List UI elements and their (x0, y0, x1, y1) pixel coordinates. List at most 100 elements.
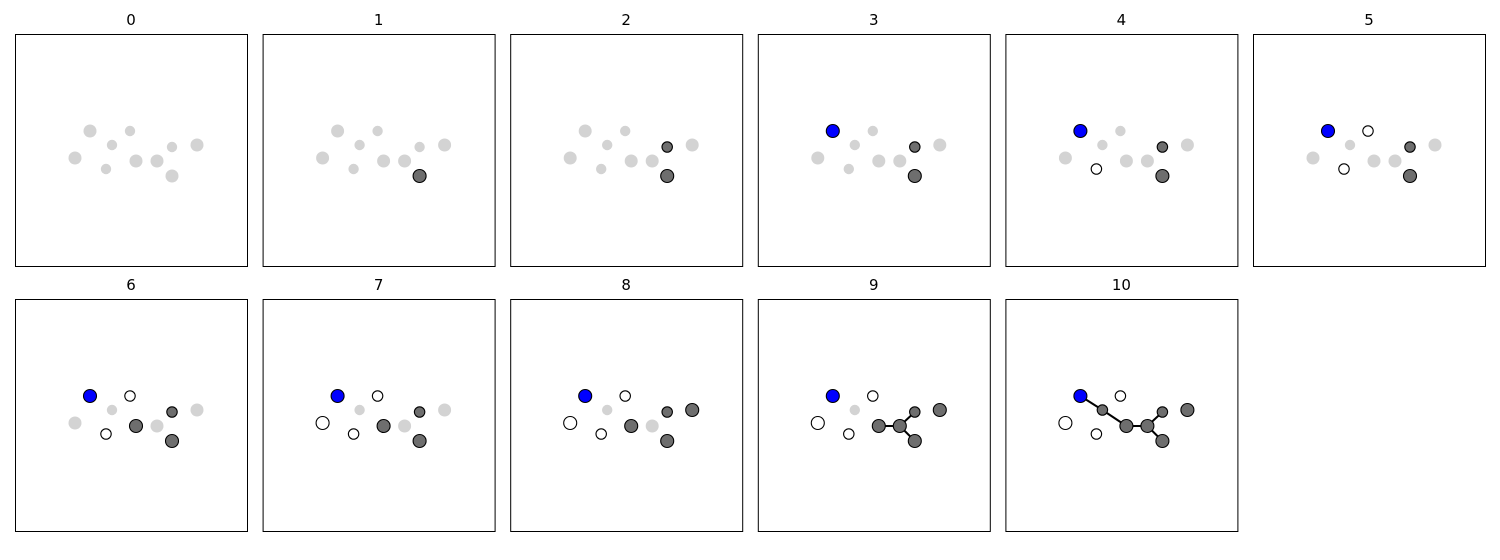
node-j (685, 402, 700, 418)
node-j (685, 138, 699, 152)
node-a (563, 151, 577, 165)
panel-title: 2 (621, 11, 631, 29)
node-h (909, 141, 921, 153)
panel-title: 5 (1364, 11, 1374, 29)
panel-title: 4 (1117, 11, 1127, 29)
node-e (619, 390, 631, 402)
node-e (124, 125, 136, 137)
node-h (661, 141, 673, 153)
node-i (907, 168, 922, 184)
node-c (347, 428, 360, 440)
panel-6: 6 (15, 276, 248, 532)
node-i (1155, 433, 1170, 449)
panel-frame (757, 34, 991, 267)
panel-9: 9 (757, 276, 991, 532)
panel-title: 1 (374, 11, 384, 29)
panel-title: 3 (869, 11, 879, 29)
panel-frame (15, 299, 248, 532)
panel-title: 0 (126, 11, 136, 29)
node-f (1367, 154, 1381, 168)
node-a (1058, 151, 1072, 165)
node-a (1058, 415, 1073, 431)
node-c (1090, 163, 1103, 175)
node-f (128, 418, 144, 434)
panel-frame (1253, 34, 1486, 267)
node-e (1114, 390, 1127, 402)
panel-10: 10 (1005, 276, 1239, 532)
node-j (1180, 138, 1194, 152)
node-i (1402, 168, 1418, 184)
node-b (83, 124, 97, 138)
node-b (330, 388, 345, 404)
panel-5: 5 (1253, 11, 1486, 267)
node-g (398, 419, 412, 433)
node-f (377, 154, 391, 168)
node-e (1362, 125, 1374, 137)
node-h (1404, 141, 1416, 153)
node-a (68, 416, 82, 430)
node-d (1096, 404, 1109, 416)
node-b (578, 124, 592, 138)
panel-4: 4 (1005, 11, 1239, 267)
node-a (563, 415, 578, 431)
panel-title: 10 (1112, 276, 1131, 294)
node-c (843, 428, 855, 440)
node-j (190, 403, 204, 417)
node-g (1388, 154, 1402, 168)
node-e (1115, 125, 1126, 137)
node-e (620, 125, 631, 137)
panel-title: 8 (621, 276, 631, 294)
node-a (315, 415, 330, 431)
node-i (1155, 168, 1170, 184)
node-d (849, 139, 860, 151)
node-f (624, 154, 638, 168)
panel-title: 6 (126, 276, 136, 294)
node-b (578, 388, 593, 404)
node-g (645, 154, 659, 168)
node-b (331, 124, 345, 138)
node-f (624, 418, 639, 434)
panel-2: 2 (510, 11, 744, 267)
node-d (354, 404, 365, 416)
panel-frame (15, 34, 248, 267)
node-d (106, 139, 118, 151)
node-g (893, 154, 907, 168)
node-i (412, 168, 427, 184)
node-h (661, 406, 673, 418)
panel-frame (510, 34, 744, 267)
panel-frame (510, 299, 744, 532)
node-j (1428, 138, 1442, 152)
node-d (354, 139, 365, 151)
node-j (933, 138, 947, 152)
node-d (602, 404, 613, 416)
node-b (82, 388, 98, 404)
node-i (164, 433, 180, 449)
panel-frame (262, 299, 496, 532)
node-j (438, 403, 452, 417)
node-g (892, 418, 907, 434)
node-d (602, 139, 613, 151)
node-b (1073, 123, 1088, 139)
node-j (932, 402, 947, 418)
node-h (1156, 406, 1169, 418)
node-c (596, 163, 607, 175)
panel-frame (262, 34, 496, 267)
panel-title: 7 (374, 276, 384, 294)
panel-7: 7 (262, 276, 496, 532)
node-a (68, 151, 82, 165)
panel-1: 1 (262, 11, 496, 267)
node-c (595, 428, 607, 440)
node-b (1320, 123, 1336, 139)
node-g (150, 154, 164, 168)
node-c (1338, 163, 1350, 175)
panel-frame (757, 299, 991, 532)
node-g (645, 419, 659, 433)
panel-title: 9 (869, 276, 879, 294)
node-f (871, 418, 886, 434)
node-a (811, 151, 825, 165)
panel-frame (1005, 34, 1239, 267)
node-d (1344, 139, 1356, 151)
node-c (100, 428, 112, 440)
node-h (166, 141, 178, 153)
